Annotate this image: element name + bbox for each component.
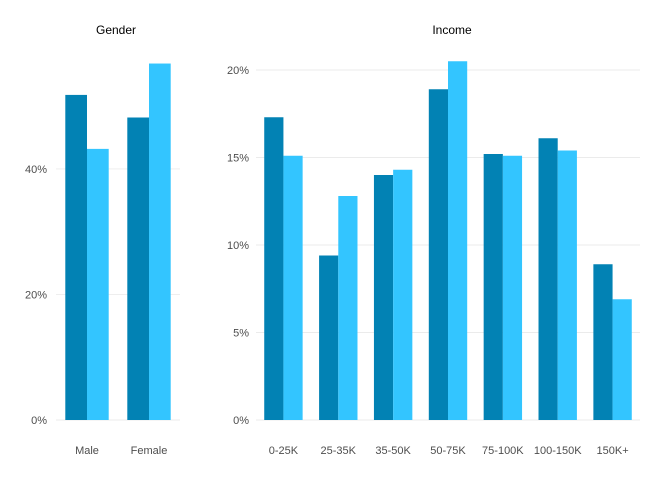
income-ytick-label: 5% <box>233 328 249 340</box>
gender-panel: Gender 0% 20% 40% Male Female <box>25 23 180 457</box>
income-panel-title: Income <box>432 23 472 37</box>
gender-ytick-label: 20% <box>25 289 47 301</box>
gender-bar <box>87 148 109 420</box>
income-xtick-label: 50-75K <box>430 445 466 457</box>
income-xtick-label: 150K+ <box>597 445 629 457</box>
income-bar <box>319 255 339 420</box>
income-bar <box>538 138 558 420</box>
income-bar <box>448 61 468 420</box>
income-bar <box>502 155 523 420</box>
income-xtick-label: 100-150K <box>534 445 582 457</box>
income-bar <box>373 175 394 420</box>
gender-bar <box>65 94 87 421</box>
income-ytick-label: 10% <box>227 240 249 252</box>
gender-xtick-label: Female <box>131 445 168 457</box>
income-xtick-label: 75-100K <box>482 445 524 457</box>
income-ytick-label: 0% <box>233 415 249 427</box>
income-xtick-label: 35-50K <box>375 445 411 457</box>
income-bar <box>593 264 613 420</box>
income-xtick-label: 25-35K <box>321 445 357 457</box>
income-bar <box>483 154 503 420</box>
gender-bar <box>149 63 171 420</box>
gender-bar <box>127 117 149 420</box>
income-xtick-label: 0-25K <box>269 445 299 457</box>
income-bar <box>338 196 358 420</box>
income-panel: Income 0% 5% 10% 15% 20% 0-25K 25-35K 35-50K 50-… <box>227 23 640 457</box>
income-bar <box>393 169 413 420</box>
income-bar <box>612 299 632 420</box>
gender-ytick-label: 0% <box>31 415 47 427</box>
income-bar <box>557 150 577 420</box>
gender-ytick-label: 40% <box>25 164 47 176</box>
income-bar <box>264 117 284 420</box>
income-bar <box>428 89 448 420</box>
gender-panel-title: Gender <box>96 23 136 37</box>
gender-xtick-label: Male <box>75 445 99 457</box>
income-bar <box>283 155 303 420</box>
income-ytick-label: 15% <box>227 153 249 165</box>
income-ytick-label: 20% <box>227 65 249 77</box>
